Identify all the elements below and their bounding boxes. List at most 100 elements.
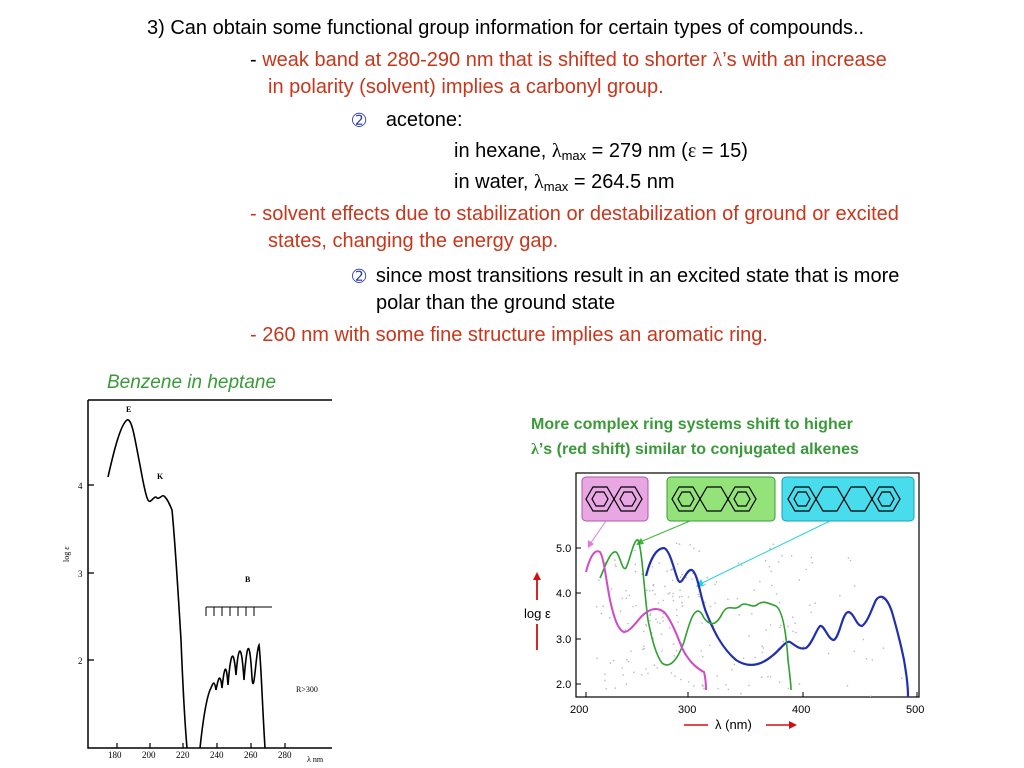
scatter-dot xyxy=(809,604,811,607)
scatter-dot xyxy=(772,543,774,546)
scatter-dot xyxy=(642,648,644,651)
scatter-dot xyxy=(596,657,598,660)
point2-line2: states, changing the energy gap. xyxy=(268,230,559,252)
acetone-label: acetone: xyxy=(385,109,463,131)
scatter-dot xyxy=(661,650,663,652)
benzene-spectrum-plot: 4 3 2 log ε 180 200 220 240 260 280 λ nm… xyxy=(62,399,332,764)
scatter-dot xyxy=(622,674,624,676)
scatter-dot xyxy=(704,583,706,586)
scatter-dot xyxy=(675,649,678,652)
x-tick-200: 200 xyxy=(142,750,156,760)
scatter-dot xyxy=(609,662,612,664)
scatter-dot xyxy=(677,563,679,565)
scatter-dot xyxy=(666,570,668,572)
scatter-dot xyxy=(681,595,683,598)
scatter-dot xyxy=(708,644,711,647)
scatter-dot xyxy=(673,655,675,657)
scatter-dot xyxy=(667,593,669,595)
scatter-dot xyxy=(706,576,709,579)
scatter-dot xyxy=(634,563,637,566)
tetracene-box xyxy=(781,476,915,522)
scatter-dot xyxy=(765,629,767,631)
scatter-dot xyxy=(882,647,885,649)
y-axis-label: log ε xyxy=(524,606,551,621)
band-label-k: K xyxy=(157,472,164,481)
water-value: = 264.5 nm xyxy=(568,171,675,193)
scatter-dot xyxy=(646,589,648,591)
scatter-dot xyxy=(775,593,778,595)
sub-bullet-text: since most transitions result in an exci… xyxy=(375,265,900,287)
y-tick-4: 4.0 xyxy=(556,588,571,600)
bullet-icon: ➁ xyxy=(352,111,367,130)
point1-text-end: ’s with an increase xyxy=(722,49,887,71)
scatter-dot xyxy=(767,675,769,678)
scatter-dot xyxy=(753,589,755,592)
scatter-dot xyxy=(645,625,648,627)
scatter-dot xyxy=(681,605,684,607)
scatter-dot xyxy=(681,574,683,576)
benzene-curve-b xyxy=(199,642,266,749)
scatter-dot xyxy=(610,588,613,590)
point1-line2: in polarity (solvent) implies a carbonyl… xyxy=(268,76,664,98)
scatter-dot xyxy=(715,581,718,583)
scatter-dot xyxy=(642,645,645,648)
x-tick-300: 300 xyxy=(678,704,696,716)
scatter-dot xyxy=(798,683,801,685)
scatter-dot xyxy=(675,608,678,611)
scatter-dot xyxy=(685,577,687,579)
scatter-dot xyxy=(635,604,637,607)
ring-caption-line2: λ’s (red shift) similar to conjugated al… xyxy=(531,441,859,459)
point1-text: weak band at 280-290 nm that is shifted … xyxy=(262,49,713,71)
x-tick-260: 260 xyxy=(244,750,258,760)
scatter-dot xyxy=(660,633,663,635)
scatter-dot xyxy=(862,638,865,641)
scatter-dot xyxy=(698,595,700,598)
x-tick-500: 500 xyxy=(906,704,924,716)
x-tick-240: 240 xyxy=(210,750,224,760)
scatter-dot xyxy=(764,560,767,562)
scatter-dot xyxy=(672,599,675,602)
scatter-dot xyxy=(693,685,695,687)
scatter-dot xyxy=(770,570,772,573)
scatter-dot xyxy=(600,612,603,615)
scatter-dot xyxy=(621,667,623,669)
scatter-dot xyxy=(625,590,627,592)
scatter-dot xyxy=(693,547,695,550)
naphthalene-box xyxy=(581,476,649,522)
y-tick-3: 3 xyxy=(78,569,83,579)
scatter-dot xyxy=(691,578,693,580)
scatter-dot xyxy=(798,579,800,581)
scatter-dot xyxy=(704,601,706,603)
scatter-dot xyxy=(602,605,605,607)
scatter-dot xyxy=(677,621,679,623)
scatter-dot xyxy=(652,583,655,586)
scatter-dot xyxy=(689,544,691,546)
scatter-dot xyxy=(810,556,813,559)
scatter-dot xyxy=(633,671,635,673)
scatter-dot xyxy=(655,618,657,620)
scatter-dot xyxy=(839,594,841,597)
naphthalene-structure-icon xyxy=(585,486,643,512)
scatter-dot xyxy=(791,616,794,618)
scatter-dot xyxy=(624,629,627,631)
scatter-dot xyxy=(714,602,716,604)
scatter-dot xyxy=(615,565,617,568)
scatter-dot xyxy=(614,559,616,561)
scatter-dot xyxy=(627,660,630,663)
scatter-dot xyxy=(701,622,703,624)
scatter-dot xyxy=(596,606,598,608)
scatter-dot xyxy=(598,579,600,581)
y-tick-2: 2 xyxy=(78,656,83,666)
plot-frame xyxy=(575,472,920,698)
scatter-dot xyxy=(733,663,736,666)
scatter-dot xyxy=(881,598,884,601)
scatter-dot xyxy=(700,650,703,652)
scatter-dot xyxy=(657,602,660,604)
lambda-symbol: λ xyxy=(531,441,539,458)
scatter-dot xyxy=(643,630,645,633)
scatter-dot xyxy=(810,611,812,614)
scatter-dot xyxy=(709,605,712,608)
scatter-dot xyxy=(679,589,681,592)
scatter-dot xyxy=(672,592,674,595)
y-tick-5: 5.0 xyxy=(556,543,571,555)
